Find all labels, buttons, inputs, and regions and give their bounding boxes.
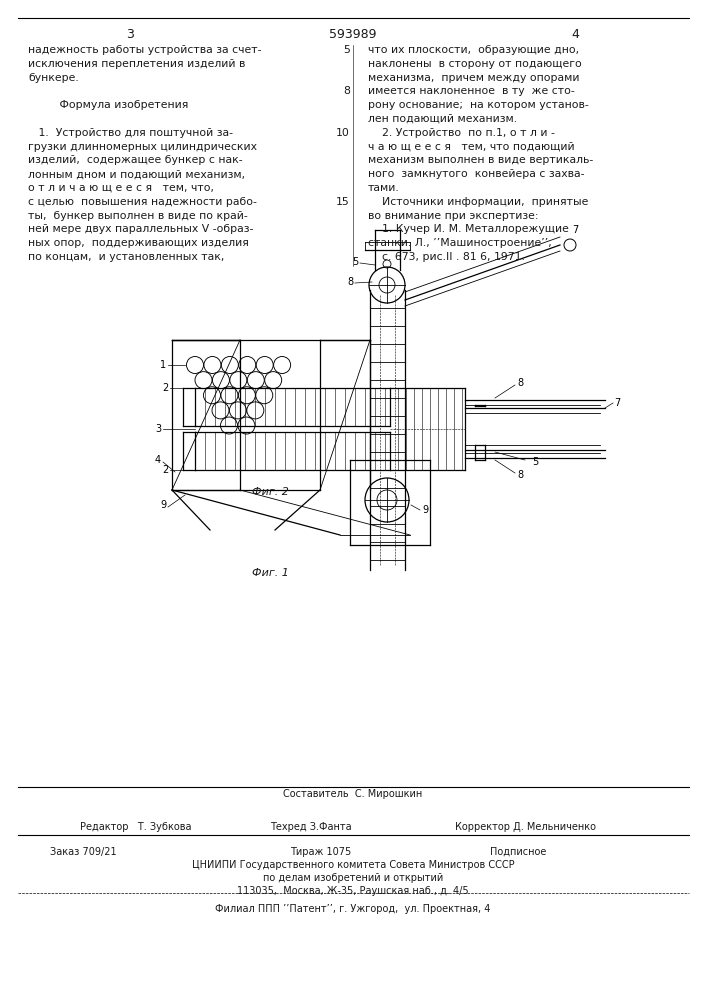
Text: Заказ 709/21: Заказ 709/21 xyxy=(50,847,117,857)
Text: 3: 3 xyxy=(126,28,134,41)
Text: Тираж 1075: Тираж 1075 xyxy=(290,847,351,857)
Text: наклонены  в сторону от подающего: наклонены в сторону от подающего xyxy=(368,59,582,69)
Text: 9: 9 xyxy=(422,505,428,515)
Text: изделий,  содержащее бункер с нак-: изделий, содержащее бункер с нак- xyxy=(28,155,243,165)
Text: 5: 5 xyxy=(343,45,350,55)
Text: рону основание;  на котором установ-: рону основание; на котором установ- xyxy=(368,100,589,110)
Text: 1. Кучер И. М. Металлорежущие: 1. Кучер И. М. Металлорежущие xyxy=(368,224,569,234)
Text: 8: 8 xyxy=(517,378,523,388)
Text: 5: 5 xyxy=(532,457,538,467)
Text: 1.  Устройство для поштучной за-: 1. Устройство для поштучной за- xyxy=(28,128,233,138)
Text: 10: 10 xyxy=(336,128,350,138)
Text: 113035,  Москва, Ж-35, Раушская наб., д. 4/5: 113035, Москва, Ж-35, Раушская наб., д. … xyxy=(237,886,469,896)
Text: с целью  повышения надежности рабо-: с целью повышения надежности рабо- xyxy=(28,197,257,207)
Text: 8: 8 xyxy=(343,86,350,96)
Text: 5: 5 xyxy=(352,257,358,267)
Text: 2: 2 xyxy=(162,383,168,393)
Text: грузки длинномерных цилиндрических: грузки длинномерных цилиндрических xyxy=(28,142,257,152)
Text: лен подающий механизм.: лен подающий механизм. xyxy=(368,114,517,124)
Text: Подписное: Подписное xyxy=(490,847,547,857)
Text: что их плоскости,  образующие дно,: что их плоскости, образующие дно, xyxy=(368,45,579,55)
Text: 2: 2 xyxy=(162,465,168,475)
Text: 4: 4 xyxy=(155,455,161,465)
Text: Редактор   Т. Зубкова: Редактор Т. Зубкова xyxy=(80,822,192,832)
Text: Фиг. 2: Фиг. 2 xyxy=(252,487,288,497)
Text: 593989: 593989 xyxy=(329,28,377,41)
Text: 9: 9 xyxy=(160,500,166,510)
Text: по концам,  и установленных так,: по концам, и установленных так, xyxy=(28,252,224,262)
Text: Филиал ППП ’’Патент’’, г. Ужгород,  ул. Проектная, 4: Филиал ППП ’’Патент’’, г. Ужгород, ул. П… xyxy=(216,904,491,914)
Text: механизма,  причем между опорами: механизма, причем между опорами xyxy=(368,73,580,83)
Text: 7: 7 xyxy=(614,398,620,408)
Text: ч а ю щ е е с я   тем, что подающий: ч а ю щ е е с я тем, что подающий xyxy=(368,142,575,152)
Text: Источники информации,  принятые: Источники информации, принятые xyxy=(368,197,588,207)
Text: ней мере двух параллельных V -образ-: ней мере двух параллельных V -образ- xyxy=(28,224,253,234)
Text: Корректор Д. Мельниченко: Корректор Д. Мельниченко xyxy=(455,822,596,832)
Text: 1: 1 xyxy=(160,360,166,370)
Text: 2. Устройство  по п.1, о т л и -: 2. Устройство по п.1, о т л и - xyxy=(368,128,555,138)
Text: ЦНИИПИ Государственного комитета Совета Министров СССР: ЦНИИПИ Государственного комитета Совета … xyxy=(192,860,514,870)
Text: механизм выполнен в виде вертикаль-: механизм выполнен в виде вертикаль- xyxy=(368,155,593,165)
Text: 8: 8 xyxy=(517,470,523,480)
Text: имеется наклоненное  в ту  же сто-: имеется наклоненное в ту же сто- xyxy=(368,86,575,96)
Text: Составитель  С. Мирошкин: Составитель С. Мирошкин xyxy=(284,789,423,799)
Text: 7: 7 xyxy=(572,225,578,235)
Text: ты,  бункер выполнен в виде по край-: ты, бункер выполнен в виде по край- xyxy=(28,211,247,221)
Text: о т л и ч а ю щ е е с я   тем, что,: о т л и ч а ю щ е е с я тем, что, xyxy=(28,183,214,193)
Text: 3: 3 xyxy=(155,424,161,434)
Text: станки. Л., ’’Машиностроение’’,: станки. Л., ’’Машиностроение’’, xyxy=(368,238,551,248)
Text: 15: 15 xyxy=(337,197,350,207)
Text: Формула изобретения: Формула изобретения xyxy=(28,100,188,110)
Text: исключения переплетения изделий в: исключения переплетения изделий в xyxy=(28,59,245,69)
Text: Фиг. 1: Фиг. 1 xyxy=(252,568,288,578)
Text: ного  замкнутого  конвейера с захва-: ного замкнутого конвейера с захва- xyxy=(368,169,585,179)
Text: бункере.: бункере. xyxy=(28,73,78,83)
Text: ных опор,  поддерживающих изделия: ных опор, поддерживающих изделия xyxy=(28,238,249,248)
Text: Техред З.Фанта: Техред З.Фанта xyxy=(270,822,351,832)
Text: тами.: тами. xyxy=(368,183,399,193)
Text: 8: 8 xyxy=(347,277,353,287)
Text: с. 673, рис.ΙІ . 81 6, 1971.: с. 673, рис.ΙІ . 81 6, 1971. xyxy=(368,252,525,262)
Text: лонным дном и подающий механизм,: лонным дном и подающий механизм, xyxy=(28,169,245,179)
Text: во внимание при экспертизе:: во внимание при экспертизе: xyxy=(368,211,539,221)
Text: по делам изобретений и открытий: по делам изобретений и открытий xyxy=(263,873,443,883)
Text: надежность работы устройства за счет-: надежность работы устройства за счет- xyxy=(28,45,262,55)
Text: 4: 4 xyxy=(571,28,579,41)
